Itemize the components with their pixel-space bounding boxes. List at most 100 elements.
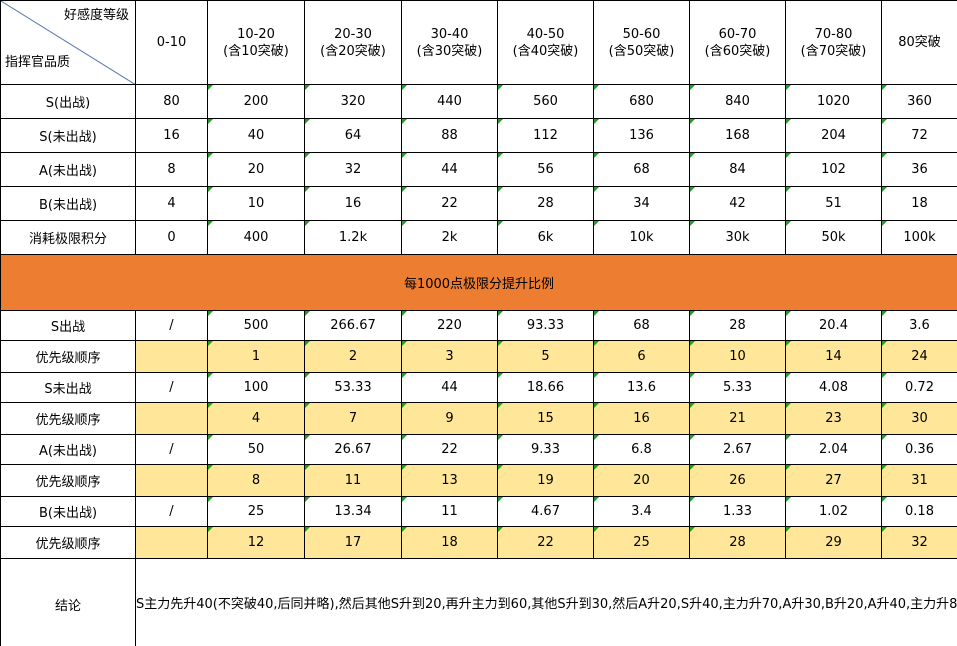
ratio-cell[interactable]: 6.8 — [593, 434, 690, 465]
conclusion-label[interactable]: 结论 — [0, 558, 136, 646]
data-cell[interactable]: 18 — [881, 186, 957, 221]
priority-label[interactable]: 优先级顺序 — [0, 340, 136, 373]
data-cell[interactable]: 840 — [689, 84, 786, 119]
ratio-cell[interactable]: 3.4 — [593, 496, 690, 527]
priority-label[interactable]: 优先级顺序 — [0, 464, 136, 497]
priority-cell[interactable]: 28 — [689, 526, 786, 559]
data-cell[interactable]: 16 — [135, 118, 208, 153]
ratio-cell[interactable]: 1.02 — [785, 496, 882, 527]
data-cell[interactable]: 36 — [881, 152, 957, 187]
data-cell[interactable]: 20 — [207, 152, 305, 187]
data-cell[interactable]: 88 — [401, 118, 498, 153]
ratio-cell[interactable]: 4.08 — [785, 372, 882, 403]
data-cell[interactable]: 360 — [881, 84, 957, 119]
priority-cell[interactable] — [135, 340, 208, 373]
ratio-cell[interactable]: 13.6 — [593, 372, 690, 403]
data-cell[interactable]: 6k — [497, 220, 594, 255]
data-cell[interactable]: 440 — [401, 84, 498, 119]
data-cell[interactable]: 560 — [497, 84, 594, 119]
ratio-cell[interactable]: / — [135, 310, 208, 341]
ratio-row-label[interactable]: A(未出战) — [0, 434, 136, 465]
data-cell[interactable]: 32 — [304, 152, 402, 187]
ratio-row-label[interactable]: S未出战 — [0, 372, 136, 403]
ratio-cell[interactable]: 13.34 — [304, 496, 402, 527]
level-header-1[interactable]: 10-20 (含10突破) — [207, 0, 305, 85]
level-header-7[interactable]: 70-80 (含70突破) — [785, 0, 882, 85]
data-cell[interactable]: 34 — [593, 186, 690, 221]
data-cell[interactable]: 400 — [207, 220, 305, 255]
priority-cell[interactable] — [135, 402, 208, 435]
ratio-cell[interactable]: / — [135, 372, 208, 403]
priority-label[interactable]: 优先级顺序 — [0, 402, 136, 435]
priority-cell[interactable]: 22 — [497, 526, 594, 559]
ratio-cell[interactable]: 0.72 — [881, 372, 957, 403]
data-cell[interactable]: 50k — [785, 220, 882, 255]
ratio-cell[interactable]: 11 — [401, 496, 498, 527]
ratio-row-label[interactable]: S出战 — [0, 310, 136, 341]
ratio-cell[interactable]: 1.33 — [689, 496, 786, 527]
data-cell[interactable]: 0 — [135, 220, 208, 255]
priority-cell[interactable]: 1 — [207, 340, 305, 373]
data-cell[interactable]: 10k — [593, 220, 690, 255]
priority-cell[interactable]: 30 — [881, 402, 957, 435]
data-cell[interactable]: 80 — [135, 84, 208, 119]
data-cell[interactable]: 72 — [881, 118, 957, 153]
priority-cell[interactable]: 3 — [401, 340, 498, 373]
data-cell[interactable]: 64 — [304, 118, 402, 153]
data-cell[interactable]: 16 — [304, 186, 402, 221]
ratio-cell[interactable]: 18.66 — [497, 372, 594, 403]
data-cell[interactable]: 68 — [593, 152, 690, 187]
data-cell[interactable]: 100k — [881, 220, 957, 255]
priority-cell[interactable]: 6 — [593, 340, 690, 373]
row-label[interactable]: S(未出战) — [0, 118, 136, 153]
data-cell[interactable]: 22 — [401, 186, 498, 221]
ratio-cell[interactable]: 68 — [593, 310, 690, 341]
data-cell[interactable]: 1.2k — [304, 220, 402, 255]
priority-cell[interactable] — [135, 526, 208, 559]
priority-cell[interactable]: 25 — [593, 526, 690, 559]
ratio-cell[interactable]: 4.67 — [497, 496, 594, 527]
priority-cell[interactable]: 18 — [401, 526, 498, 559]
ratio-cell[interactable]: / — [135, 434, 208, 465]
priority-cell[interactable]: 5 — [497, 340, 594, 373]
row-label[interactable]: S(出战) — [0, 84, 136, 119]
priority-cell[interactable]: 26 — [689, 464, 786, 497]
priority-cell[interactable]: 14 — [785, 340, 882, 373]
ratio-cell[interactable]: 44 — [401, 372, 498, 403]
ratio-cell[interactable]: 220 — [401, 310, 498, 341]
priority-cell[interactable]: 21 — [689, 402, 786, 435]
data-cell[interactable]: 56 — [497, 152, 594, 187]
data-cell[interactable]: 28 — [497, 186, 594, 221]
priority-cell[interactable]: 12 — [207, 526, 305, 559]
ratio-cell[interactable]: 2.04 — [785, 434, 882, 465]
ratio-cell[interactable]: 28 — [689, 310, 786, 341]
data-cell[interactable]: 4 — [135, 186, 208, 221]
ratio-cell[interactable]: / — [135, 496, 208, 527]
level-header-0[interactable]: 0-10 — [135, 0, 208, 85]
ratio-cell[interactable]: 100 — [207, 372, 305, 403]
ratio-cell[interactable]: 500 — [207, 310, 305, 341]
data-cell[interactable]: 680 — [593, 84, 690, 119]
priority-label[interactable]: 优先级顺序 — [0, 526, 136, 559]
ratio-cell[interactable]: 93.33 — [497, 310, 594, 341]
data-cell[interactable]: 51 — [785, 186, 882, 221]
level-header-6[interactable]: 60-70 (含60突破) — [689, 0, 786, 85]
ratio-cell[interactable]: 5.33 — [689, 372, 786, 403]
conclusion-text[interactable]: S主力先升40(不突破40,后同并略),然后其他S升到20,再升主力到60,其他… — [135, 558, 957, 646]
priority-cell[interactable] — [135, 464, 208, 497]
data-cell[interactable]: 42 — [689, 186, 786, 221]
priority-cell[interactable]: 23 — [785, 402, 882, 435]
ratio-banner[interactable]: 每1000点极限分提升比例 — [0, 254, 957, 311]
priority-cell[interactable]: 4 — [207, 402, 305, 435]
data-cell[interactable]: 84 — [689, 152, 786, 187]
priority-cell[interactable]: 2 — [304, 340, 402, 373]
ratio-cell[interactable]: 0.18 — [881, 496, 957, 527]
ratio-cell[interactable]: 25 — [207, 496, 305, 527]
row-label[interactable]: 消耗极限积分 — [0, 220, 136, 255]
priority-cell[interactable]: 11 — [304, 464, 402, 497]
data-cell[interactable]: 112 — [497, 118, 594, 153]
ratio-row-label[interactable]: B(未出战) — [0, 496, 136, 527]
data-cell[interactable]: 200 — [207, 84, 305, 119]
ratio-cell[interactable]: 2.67 — [689, 434, 786, 465]
ratio-cell[interactable]: 266.67 — [304, 310, 402, 341]
